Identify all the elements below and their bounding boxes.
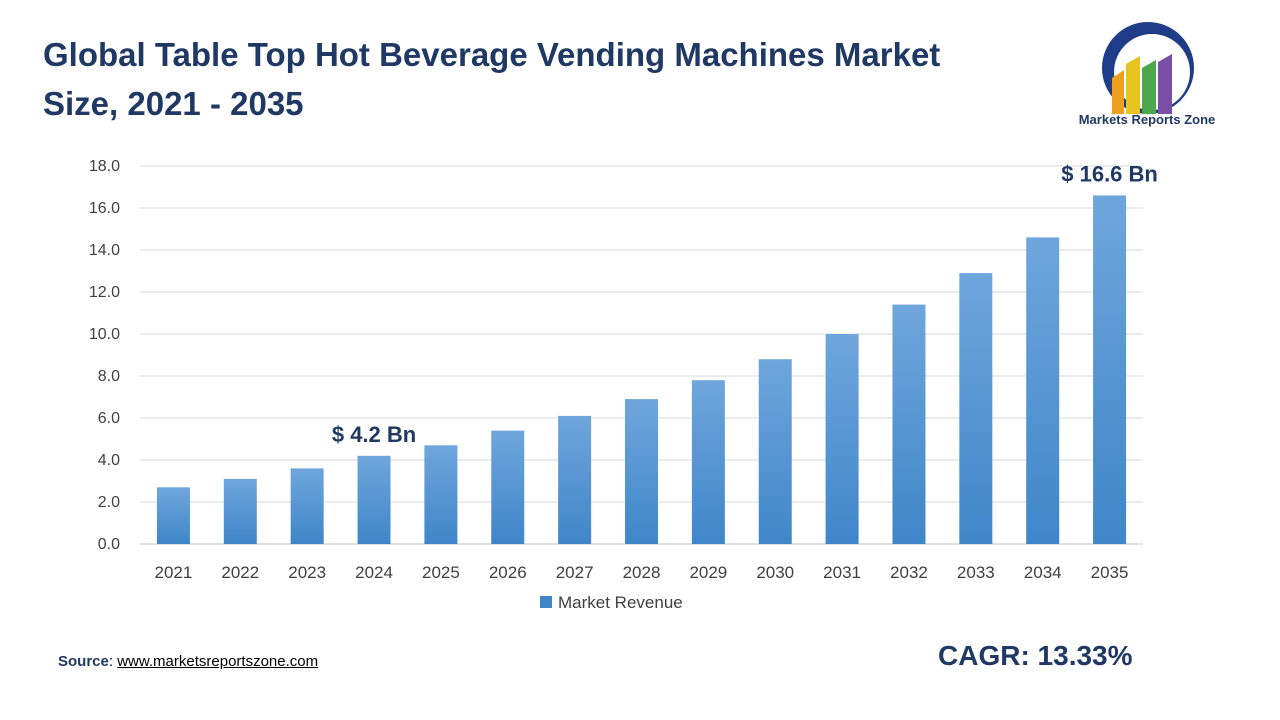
y-tick-label: 4.0 bbox=[98, 452, 120, 469]
legend-swatch bbox=[540, 596, 552, 608]
legend: Market Revenue bbox=[540, 593, 683, 612]
y-tick-label: 0.0 bbox=[98, 536, 120, 553]
y-tick-label: 12.0 bbox=[89, 284, 120, 301]
bar-2034 bbox=[1026, 237, 1060, 544]
legend-label: Market Revenue bbox=[558, 593, 683, 612]
y-tick-label: 2.0 bbox=[98, 494, 120, 511]
bar-2023 bbox=[290, 468, 324, 544]
source-link[interactable]: www.marketsreportszone.com bbox=[117, 653, 319, 670]
x-tick-label: 2034 bbox=[1024, 563, 1062, 582]
y-tick-label: 8.0 bbox=[98, 368, 120, 385]
x-tick-label: 2023 bbox=[288, 563, 326, 582]
x-tick-label: 2025 bbox=[422, 563, 460, 582]
bar-2029 bbox=[691, 380, 725, 544]
bar-2027 bbox=[558, 415, 592, 544]
bar-chart: 0.0 2.0 4.0 6.0 8.0 10.0 12.0 14.0 16.0 18.0 2021 2… bbox=[89, 158, 1158, 612]
y-tick-label: 6.0 bbox=[98, 410, 120, 427]
bar-2026 bbox=[491, 430, 525, 544]
y-tick-label: 18.0 bbox=[89, 158, 120, 175]
x-tick-label: 2030 bbox=[756, 563, 794, 582]
x-tick-label: 2032 bbox=[890, 563, 928, 582]
bar-2024 bbox=[357, 455, 391, 544]
chart-title: Global Table Top Hot Beverage Vending Ma… bbox=[43, 36, 941, 122]
value-annotation: $ 4.2 Bn bbox=[332, 422, 416, 447]
x-tick-label: 2024 bbox=[355, 563, 393, 582]
source-separator: : bbox=[108, 653, 114, 670]
source-label: Source bbox=[58, 653, 109, 670]
x-tick-label: 2026 bbox=[489, 563, 527, 582]
bar-2031 bbox=[825, 334, 859, 544]
x-tick-label: 2035 bbox=[1091, 563, 1129, 582]
bar-2022 bbox=[223, 478, 257, 544]
logo-text: Markets Reports Zone bbox=[1078, 112, 1216, 127]
value-annotation: $ 16.6 Bn bbox=[1061, 161, 1158, 186]
x-tick-label: 2022 bbox=[221, 563, 259, 582]
y-tick-label: 10.0 bbox=[89, 326, 120, 343]
y-tick-label: 14.0 bbox=[89, 242, 120, 259]
x-tick-label: 2031 bbox=[823, 563, 861, 582]
bar-2035 bbox=[1093, 195, 1127, 544]
bar-2030 bbox=[758, 359, 792, 544]
x-tick-label: 2028 bbox=[623, 563, 661, 582]
y-tick-label: 16.0 bbox=[89, 200, 120, 217]
bar-2028 bbox=[625, 399, 658, 544]
source-line: Source: www.marketsreportszone.com bbox=[58, 653, 318, 670]
markets-reports-zone-logo bbox=[1102, 22, 1194, 114]
x-tick-label: 2027 bbox=[556, 563, 594, 582]
bar-2025 bbox=[424, 445, 458, 544]
x-tick-label: 2033 bbox=[957, 563, 995, 582]
x-tick-label: 2021 bbox=[155, 563, 193, 582]
bar-2032 bbox=[892, 304, 926, 544]
x-tick-label: 2029 bbox=[689, 563, 727, 582]
bar-2033 bbox=[959, 273, 993, 544]
bar-2021 bbox=[156, 487, 190, 544]
cagr-value: CAGR: 13.33% bbox=[938, 640, 1133, 671]
